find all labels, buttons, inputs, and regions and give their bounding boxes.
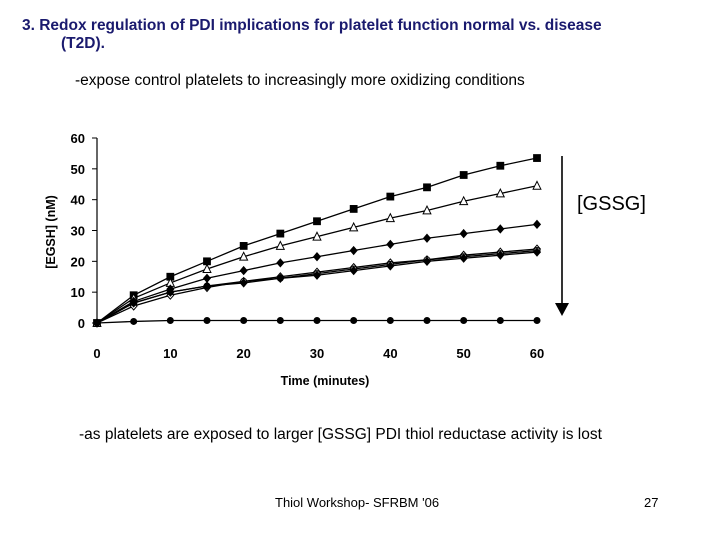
circle-marker <box>423 317 431 325</box>
triangle-marker <box>348 221 359 232</box>
y-tick-label: 40 <box>71 193 85 208</box>
diamond-marker <box>349 245 358 256</box>
circle-marker <box>460 317 468 325</box>
diamond-marker <box>386 239 395 250</box>
triangle-marker <box>238 251 249 261</box>
slide-title: 3. Redox regulation of PDI implications … <box>22 17 602 53</box>
x-axis-label: Time (minutes) <box>281 374 370 388</box>
circle-marker <box>166 317 174 325</box>
diamond-marker <box>166 287 175 297</box>
circle-marker <box>313 317 321 325</box>
diamond-marker <box>276 273 285 283</box>
x-tick-label: 60 <box>530 346 544 361</box>
diamond-marker <box>312 270 322 280</box>
circle-marker <box>203 317 211 325</box>
diamond-marker <box>312 252 322 262</box>
square-marker <box>533 154 541 162</box>
y-tick-label: 10 <box>71 285 85 300</box>
diamond-marker <box>276 258 285 268</box>
square-marker <box>313 217 321 226</box>
y-tick-label: 30 <box>71 224 85 239</box>
diamond-marker <box>422 256 432 266</box>
diamond-marker <box>532 219 542 229</box>
y-tick-label: 0 <box>78 316 85 331</box>
series-line <box>96 251 538 324</box>
diamond-marker <box>239 278 248 288</box>
diamond-marker <box>386 261 395 271</box>
diamond-marker <box>459 228 468 239</box>
square-marker <box>239 242 248 250</box>
triangle-marker <box>312 231 322 241</box>
y-tick-label: 20 <box>71 254 85 269</box>
triangle-marker <box>275 240 286 250</box>
circle-marker <box>276 317 284 325</box>
chart-axes: 0 10 20 30 40 50 60 0 10 20 30 40 50 60 Time (minutes)… <box>44 131 544 388</box>
circle-marker <box>533 317 541 325</box>
x-tick-label: 10 <box>163 346 177 361</box>
y-tick-label: 60 <box>71 131 85 146</box>
gssg-label: [GSSG] <box>577 193 646 215</box>
arrow-head <box>555 303 569 316</box>
gssg-arrow <box>555 156 569 316</box>
triangle-marker <box>532 180 542 190</box>
x-tick-label: 50 <box>456 346 470 361</box>
diamond-marker <box>496 224 505 234</box>
square-marker <box>276 229 285 238</box>
slide-title-line2: (T2D). <box>61 35 105 52</box>
triangle-marker <box>458 195 469 206</box>
y-tick-label: 50 <box>71 162 85 177</box>
bottom-note: -as platelets are exposed to larger [GSS… <box>79 426 602 443</box>
page-number: 27 <box>644 495 659 510</box>
x-tick-label: 20 <box>236 346 250 361</box>
slide-title-line1: 3. Redox regulation of PDI implications … <box>22 17 602 34</box>
circle-marker <box>496 317 504 325</box>
diamond-marker <box>532 247 542 257</box>
triangle-marker <box>202 263 212 273</box>
footer-text: Thiol Workshop- SFRBM '06 <box>275 495 440 510</box>
square-marker <box>349 205 358 213</box>
square-marker <box>459 171 468 179</box>
series-1 <box>93 154 541 327</box>
x-tick-label: 0 <box>93 346 100 361</box>
series-6 <box>92 247 542 328</box>
slide-subtitle: -expose control platelets to increasingl… <box>75 72 525 89</box>
series-line <box>96 249 538 324</box>
circle-marker <box>130 317 138 325</box>
diamond-marker <box>459 253 468 263</box>
triangle-marker <box>422 204 432 215</box>
diamond-marker <box>202 273 212 283</box>
square-marker <box>423 183 431 192</box>
diamond-marker <box>239 265 248 276</box>
diamond-marker <box>202 281 212 291</box>
triangle-marker <box>495 187 506 198</box>
diamond-marker <box>349 265 358 276</box>
diamond-marker <box>496 250 505 260</box>
x-tick-label: 30 <box>310 346 324 361</box>
diamond-marker <box>129 298 138 308</box>
circle-marker <box>350 317 358 325</box>
diamond-marker <box>422 233 432 243</box>
circle-marker <box>240 317 248 325</box>
y-axis-label: [EGSH] (nM) <box>44 195 58 269</box>
series-7 <box>93 317 541 327</box>
triangle-marker <box>385 212 396 223</box>
circle-marker <box>93 319 101 327</box>
square-marker <box>496 161 505 170</box>
chart-series <box>92 154 542 328</box>
circle-marker <box>386 317 394 325</box>
square-marker <box>386 192 395 201</box>
x-tick-label: 40 <box>383 346 397 361</box>
